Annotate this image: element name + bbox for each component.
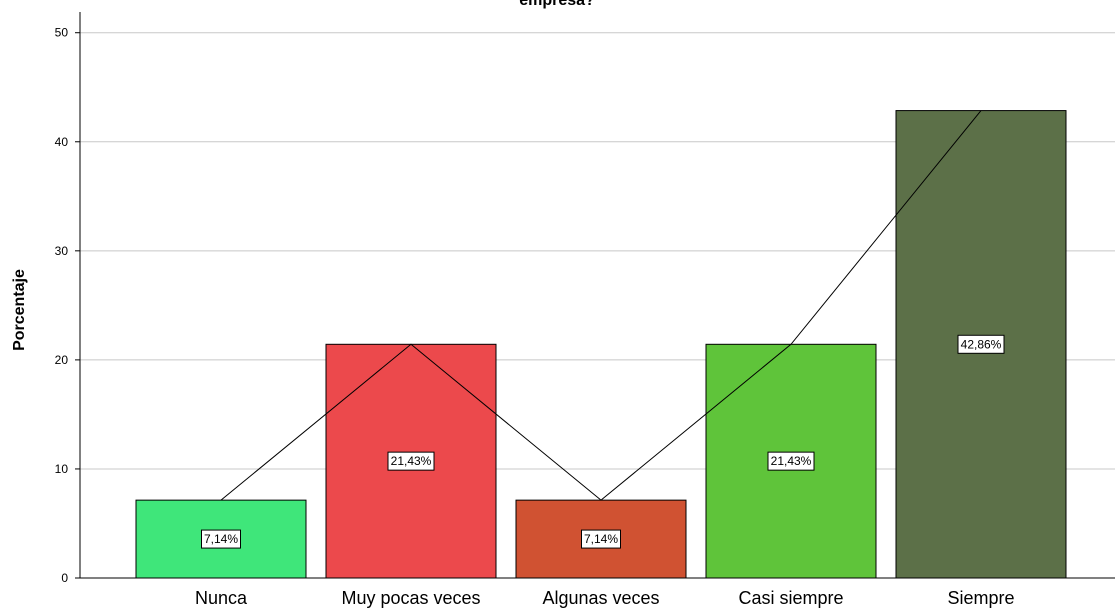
data-label-box-0: [201, 529, 241, 549]
trend-line-group: [220, 110, 982, 501]
data-label-3: 21,43%: [771, 454, 812, 468]
axes: 0 10 20 30 40 50 Nunca Muy pocas veces Algunas v…: [55, 12, 1115, 608]
data-label-1: 21,43%: [391, 454, 432, 468]
bars: [135, 110, 1067, 579]
y-tick-label-20: 20: [55, 353, 69, 367]
data-label-0: 7,14%: [204, 532, 238, 546]
x-tick-label-3: Casi siempre: [738, 588, 843, 608]
y-tick-label-50: 50: [55, 26, 69, 40]
trend-line: [220, 110, 982, 501]
x-tick-label-1: Muy pocas veces: [341, 588, 480, 608]
data-label-box-4: [957, 334, 1005, 354]
y-tick-label-10: 10: [55, 462, 69, 476]
y-axis-label: Porcentaje: [11, 269, 28, 351]
data-label-2: 7,14%: [584, 532, 618, 546]
data-label-box-1: [387, 451, 435, 471]
y-tick-label-30: 30: [55, 244, 69, 258]
chart-title: empresa?: [519, 0, 595, 9]
x-tick-label-2: Algunas veces: [542, 588, 659, 608]
y-tick-label-40: 40: [55, 135, 69, 149]
y-tick-label-0: 0: [61, 571, 68, 585]
x-tick-label-4: Siempre: [947, 588, 1014, 608]
data-label-4: 42,86%: [961, 337, 1002, 351]
data-labels: 7,14% 21,43% 7,14% 21,43% 42,86%: [201, 334, 1005, 549]
x-tick-label-0: Nunca: [195, 588, 248, 608]
data-label-box-2: [581, 529, 621, 549]
data-label-box-3: [767, 451, 815, 471]
